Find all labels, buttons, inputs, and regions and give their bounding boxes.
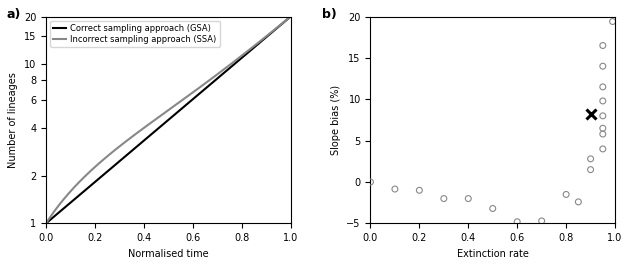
Point — [463, 197, 473, 201]
Incorrect sampling approach (SSA) — [175, 101, 182, 105]
Point — [536, 219, 546, 223]
X-axis label: Extinction rate: Extinction rate — [457, 249, 529, 259]
Incorrect sampling approach (SSA) — [160, 112, 167, 115]
Correct sampling approach (GSA) — [281, 20, 288, 23]
Point — [608, 19, 618, 24]
Line: Correct sampling approach (GSA): Correct sampling approach (GSA) — [46, 17, 291, 223]
X-axis label: Normalised time: Normalised time — [128, 249, 209, 259]
Point — [598, 114, 608, 118]
Correct sampling approach (GSA) — [175, 110, 182, 113]
Point — [415, 188, 425, 193]
Point — [598, 99, 608, 103]
Point — [561, 192, 571, 197]
Y-axis label: Slope bias (%): Slope bias (%) — [331, 85, 341, 155]
Incorrect sampling approach (SSA) — [42, 222, 50, 225]
Point — [598, 132, 608, 136]
Point — [390, 187, 400, 191]
Text: a): a) — [7, 8, 21, 21]
Legend: Correct sampling approach (GSA), Incorrect sampling approach (SSA): Correct sampling approach (GSA), Incorre… — [50, 21, 220, 47]
Point — [586, 167, 596, 172]
Incorrect sampling approach (SSA) — [281, 20, 288, 23]
Point — [598, 43, 608, 48]
Incorrect sampling approach (SSA) — [188, 92, 196, 95]
Y-axis label: Number of lineages: Number of lineages — [8, 72, 18, 168]
Point — [598, 64, 608, 68]
Point — [586, 157, 596, 161]
Point — [365, 180, 375, 184]
Point — [512, 219, 522, 224]
Correct sampling approach (GSA) — [287, 15, 295, 18]
Point — [439, 197, 449, 201]
Incorrect sampling approach (SSA) — [287, 15, 295, 18]
Point — [574, 200, 584, 204]
Text: b): b) — [322, 8, 336, 21]
Point — [598, 126, 608, 130]
Point — [598, 147, 608, 151]
Point — [488, 206, 498, 211]
Correct sampling approach (GSA) — [160, 122, 167, 125]
Line: Incorrect sampling approach (SSA): Incorrect sampling approach (SSA) — [46, 17, 291, 223]
Incorrect sampling approach (SSA) — [158, 113, 166, 116]
Correct sampling approach (GSA) — [42, 222, 50, 225]
Point — [598, 85, 608, 89]
Correct sampling approach (GSA) — [188, 99, 196, 102]
Correct sampling approach (GSA) — [243, 52, 251, 56]
Correct sampling approach (GSA) — [158, 124, 166, 127]
Incorrect sampling approach (SSA) — [243, 50, 251, 54]
